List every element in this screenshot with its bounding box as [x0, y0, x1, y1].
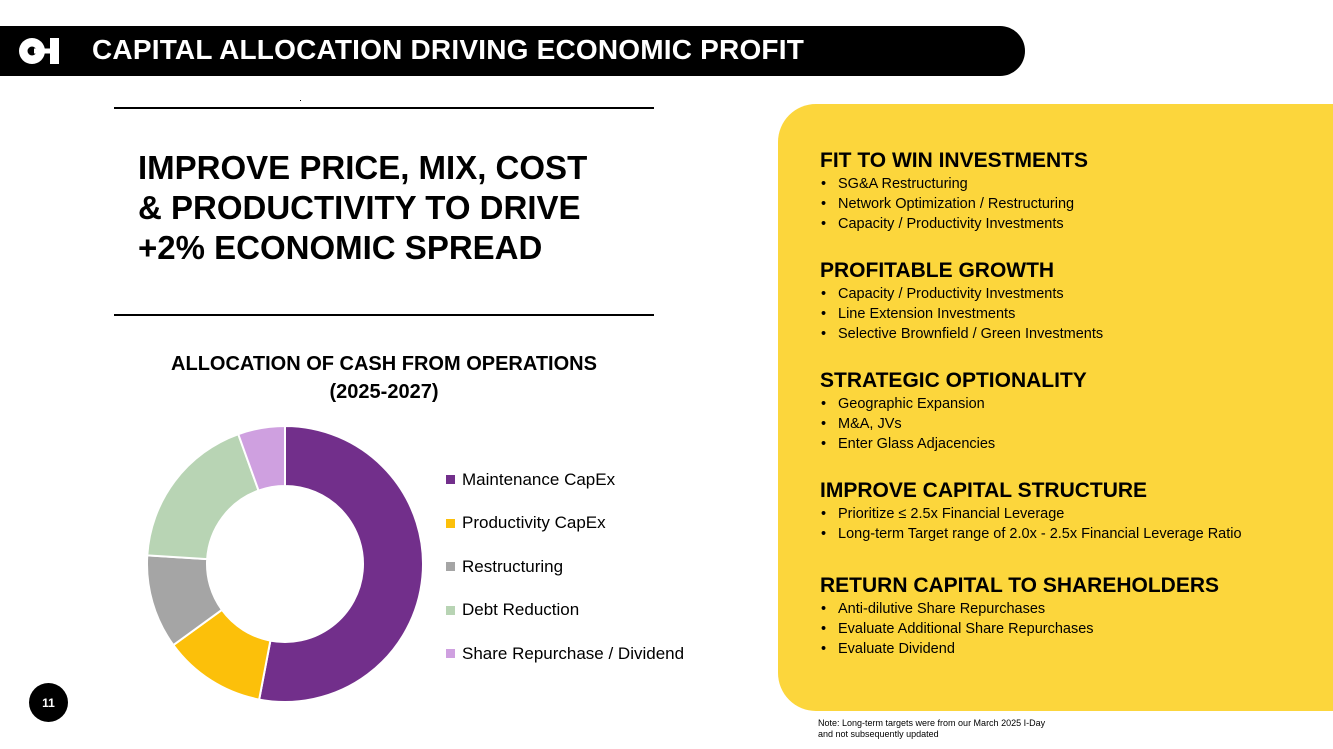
- legend-item: Maintenance CapEx: [446, 458, 684, 502]
- bullet-item: M&A, JVs: [820, 414, 1330, 434]
- legend-item: Debt Reduction: [446, 589, 684, 633]
- section-title: FIT TO WIN INVESTMENTS: [820, 149, 1088, 172]
- chart-title: ALLOCATION OF CASH FROM OPERATIONS (2025…: [171, 353, 597, 403]
- chart-legend: Maintenance CapEx Productivity CapEx Restr…: [446, 458, 684, 676]
- footnote: Note: Long-term targets were from our Ma…: [818, 718, 1046, 739]
- panel-section: IMPROVE CAPITAL STRUCTUREPrioritize ≤ 2.…: [820, 478, 1330, 544]
- bullet-item: Capacity / Productivity Investments: [820, 284, 1330, 304]
- bullet-item: Line Extension Investments: [820, 304, 1330, 324]
- donut-slice: [236, 425, 286, 492]
- panel-section: STRATEGIC OPTIONALITYGeographic Expansio…: [820, 368, 1330, 454]
- legend-swatch: [446, 475, 455, 485]
- legend-label: Restructuring: [462, 556, 564, 576]
- bullet-item: Network Optimization / Restructuring: [820, 194, 1330, 214]
- bullet-list: Anti-dilutive Share RepurchasesEvaluate …: [820, 599, 1330, 659]
- section-title: STRATEGIC OPTIONALITY: [820, 369, 1087, 392]
- divider-dot: [300, 100, 301, 101]
- bullet-list: SG&A RestructuringNetwork Optimization /…: [820, 174, 1330, 234]
- donut-chart: [146, 425, 424, 703]
- legend-swatch: [446, 605, 455, 615]
- legend-swatch: [446, 649, 455, 659]
- bullet-item: Evaluate Dividend: [820, 639, 1330, 659]
- legend-item: Productivity CapEx: [446, 502, 684, 546]
- bullet-item: Enter Glass Adjacencies: [820, 434, 1330, 454]
- bullet-item: Long-term Target range of 2.0x - 2.5x Fi…: [820, 524, 1330, 544]
- bullet-item: Anti-dilutive Share Repurchases: [820, 599, 1330, 619]
- divider-bottom: [114, 314, 654, 316]
- bullet-list: Geographic ExpansionM&A, JVsEnter Glass …: [820, 394, 1330, 454]
- divider-top: [114, 107, 654, 109]
- donut-slice: [257, 425, 424, 703]
- legend-item: Restructuring: [446, 545, 684, 589]
- header-bar: [0, 26, 1025, 76]
- bullet-item: Evaluate Additional Share Repurchases: [820, 619, 1330, 639]
- bullet-item: SG&A Restructuring: [820, 174, 1330, 194]
- section-title: PROFITABLE GROWTH: [820, 259, 1055, 282]
- donut-slice: [146, 432, 260, 561]
- page-number: 11: [29, 683, 68, 722]
- panel-section: RETURN CAPITAL TO SHAREHOLDERSAnti-dilut…: [820, 573, 1330, 659]
- bullet-item: Prioritize ≤ 2.5x Financial Leverage: [820, 504, 1330, 524]
- legend-label: Productivity CapEx: [462, 513, 606, 533]
- legend-label: Debt Reduction: [462, 600, 580, 620]
- section-title: IMPROVE CAPITAL STRUCTURE: [820, 479, 1148, 502]
- headline: IMPROVE PRICE, MIX, COST & PRODUCTIVITY …: [138, 149, 588, 266]
- bullet-item: Geographic Expansion: [820, 394, 1330, 414]
- legend-label: Maintenance CapEx: [462, 469, 616, 489]
- panel-section: PROFITABLE GROWTHCapacity / Productivity…: [820, 258, 1330, 344]
- bullet-list: Prioritize ≤ 2.5x Financial LeverageLong…: [820, 504, 1330, 544]
- bullet-list: Capacity / Productivity InvestmentsLine …: [820, 284, 1330, 344]
- legend-swatch: [446, 518, 455, 528]
- o-i-logo-icon: [19, 38, 59, 64]
- bullet-item: Selective Brownfield / Green Investments: [820, 324, 1330, 344]
- legend-item: Share Repurchase / Dividend: [446, 632, 684, 676]
- page-title: CAPITAL ALLOCATION DRIVING ECONOMIC PROF…: [92, 34, 805, 65]
- legend-label: Share Repurchase / Dividend: [462, 643, 685, 663]
- panel-section: FIT TO WIN INVESTMENTSSG&A Restructuring…: [820, 148, 1330, 234]
- bullet-item: Capacity / Productivity Investments: [820, 214, 1330, 234]
- section-title: RETURN CAPITAL TO SHAREHOLDERS: [820, 574, 1220, 597]
- legend-swatch: [446, 562, 455, 572]
